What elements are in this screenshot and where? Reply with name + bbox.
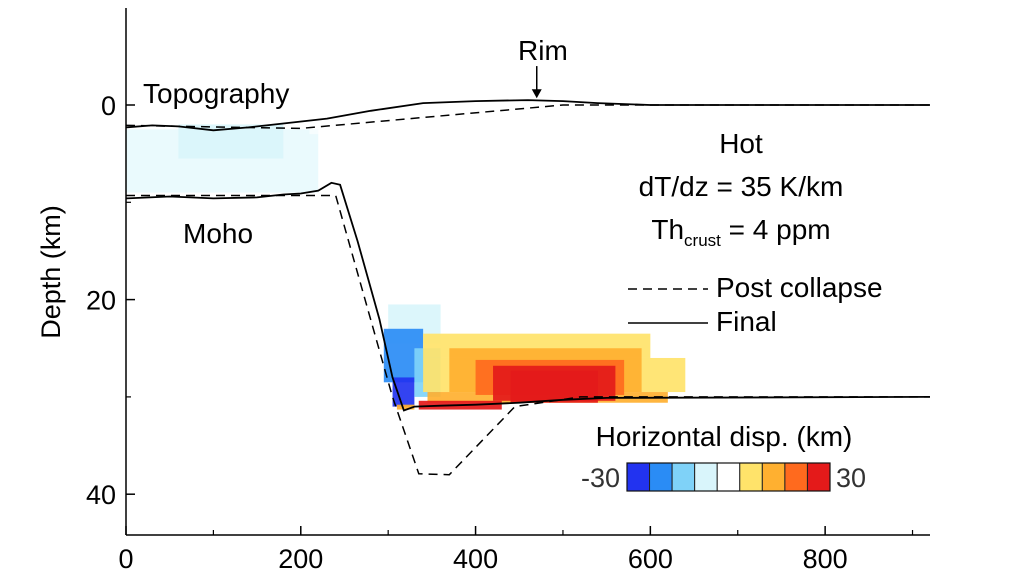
- x-tick-label: 600: [628, 544, 673, 574]
- colorbar-cell: [716, 462, 741, 492]
- colorbar-cells: [626, 462, 831, 492]
- legend: Post collapse Final: [628, 272, 883, 337]
- y-tick-label: 40: [86, 480, 116, 510]
- heatmap-cell: [510, 370, 598, 403]
- colorbar-cell: [739, 462, 763, 492]
- x-tick-label: 800: [803, 544, 848, 574]
- rim-arrow: [531, 66, 542, 99]
- colorbar-cell: [649, 462, 673, 492]
- colorbar-cell: [671, 462, 696, 492]
- post-collapse-line-1: [126, 194, 930, 476]
- thorium-value: = 4 ppm: [721, 214, 831, 245]
- final-line-1: [126, 181, 930, 412]
- y-ticks: 0 20 40: [86, 91, 135, 510]
- line-series: [126, 99, 930, 476]
- heatmap-cell: [126, 12, 161, 33]
- x-tick-label: 200: [278, 544, 323, 574]
- colorbar-cell: [806, 462, 831, 492]
- colorbar-cell: [694, 462, 718, 492]
- thorium-label: Thcrust = 4 ppm: [651, 214, 830, 250]
- final-line-0: [126, 99, 930, 132]
- legend-post-collapse-label: Post collapse: [716, 272, 883, 303]
- heatmap-cell: [178, 124, 284, 159]
- heatmap-cell: [309, 109, 651, 135]
- x-ticks: 0 200 400 600 800: [118, 526, 914, 574]
- colorbar: Horizontal disp. (km) -30 30: [581, 421, 866, 493]
- x-tick-label: 0: [118, 544, 133, 574]
- colorbar-min-label: -30: [581, 463, 620, 493]
- topography-label: Topography: [143, 78, 289, 109]
- y-tick-label: 0: [101, 91, 116, 121]
- case-name-label: Hot: [719, 128, 763, 159]
- heatmap-cell: [396, 404, 415, 410]
- y-axis-title: Depth (km): [36, 205, 66, 339]
- y-tick-label: 20: [86, 286, 116, 316]
- colorbar-cell: [626, 462, 651, 492]
- thorium-base: Th: [651, 214, 684, 245]
- colorbar-cell: [761, 462, 786, 492]
- legend-final-label: Final: [716, 306, 777, 337]
- axes: [125, 8, 930, 536]
- x-tick-label: 400: [453, 544, 498, 574]
- heatmap: [126, 12, 686, 410]
- rim-label: Rim: [518, 35, 568, 66]
- gradient-label: dT/dz = 35 K/km: [639, 171, 844, 202]
- rim-arrow-head: [531, 89, 542, 99]
- thorium-subscript: crust: [684, 231, 721, 250]
- colorbar-max-label: 30: [836, 463, 866, 493]
- heatmap-cell: [392, 377, 415, 407]
- colorbar-frame: [626, 462, 831, 492]
- colorbar-cell: [784, 462, 808, 492]
- moho-label: Moho: [183, 218, 253, 249]
- heatmap-cell: [501, 236, 616, 266]
- colorbar-title: Horizontal disp. (km): [596, 421, 853, 452]
